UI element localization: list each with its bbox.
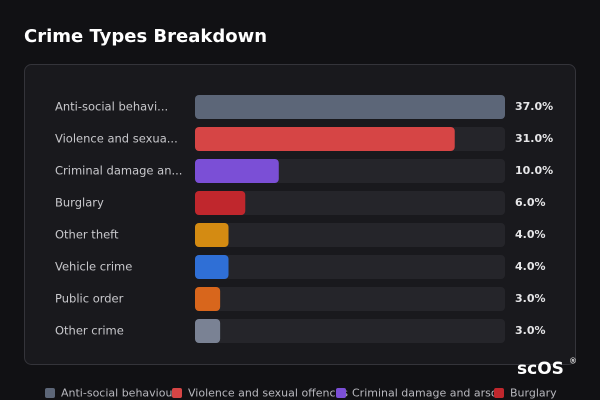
value-label: 6.0% [515,196,546,209]
chart-title: Crime Types Breakdown [24,26,267,47]
logo-mark: ® [569,357,577,366]
legend-swatch [45,388,55,398]
value-label: 37.0% [515,100,553,113]
legend-swatch [172,388,182,398]
bar [195,95,505,119]
bar [195,223,229,247]
category-label: Other theft [55,228,119,242]
bar [195,287,221,311]
bar [195,255,229,279]
category-label: Criminal damage an... [55,164,182,178]
bar [195,127,455,151]
legend-swatch [336,388,346,398]
bar [195,319,221,343]
legend-swatch [494,388,504,398]
bar [195,191,246,215]
bar-track [195,255,505,279]
value-label: 3.0% [515,324,546,337]
category-label: Burglary [55,196,104,210]
legend-label: Burglary [510,387,557,400]
bar-track [195,287,505,311]
value-label: 3.0% [515,292,546,305]
legend-label: Criminal damage and arson [352,387,505,400]
logo: scOS [517,359,564,379]
value-label: 10.0% [515,164,553,177]
bar-track [195,319,505,343]
bar-track [195,191,505,215]
bar [195,159,279,183]
value-label: 31.0% [515,132,553,145]
category-label: Violence and sexua... [55,132,178,146]
category-label: Public order [55,292,124,306]
category-label: Other crime [55,324,124,338]
legend-label: Anti-social behaviour [61,387,177,400]
bar-track [195,223,505,247]
legend-label: Violence and sexual offences [188,387,348,400]
category-label: Anti-social behavi... [55,100,168,114]
value-label: 4.0% [515,260,546,273]
category-label: Vehicle crime [55,260,132,274]
value-label: 4.0% [515,228,546,241]
